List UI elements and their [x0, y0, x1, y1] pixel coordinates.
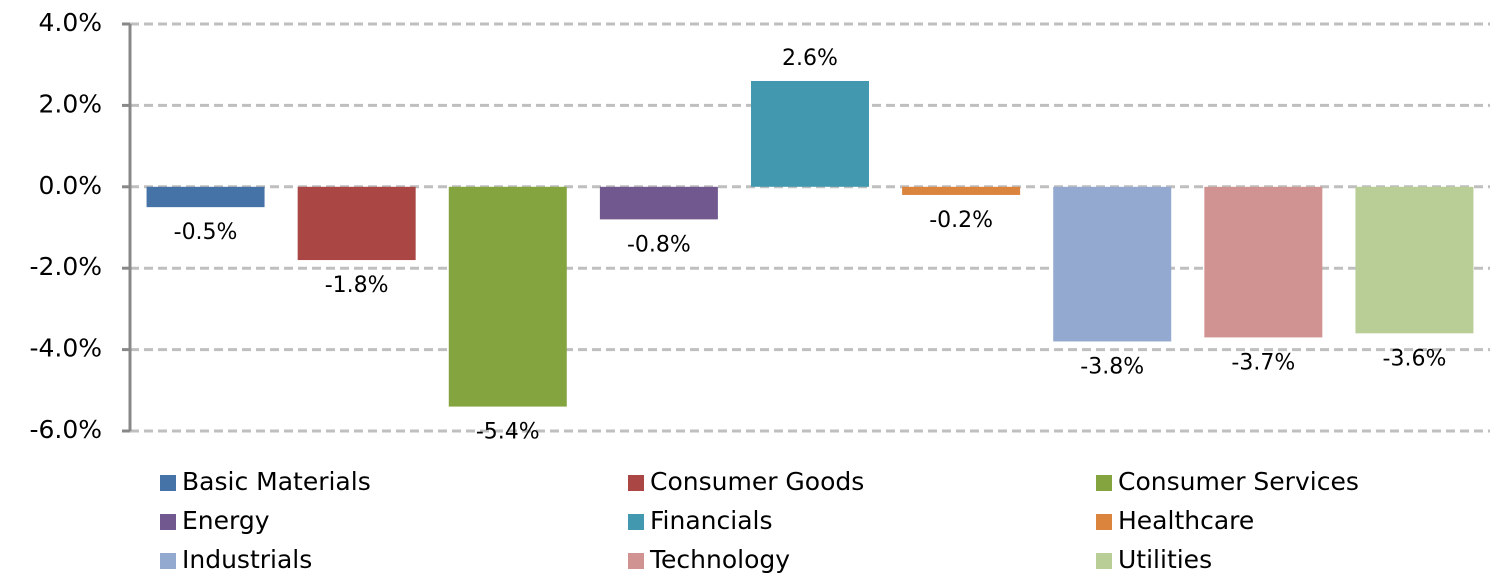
legend-label: Industrials	[182, 545, 312, 574]
bar	[297, 186, 416, 261]
legend-swatch	[160, 553, 176, 569]
legend-label: Energy	[182, 506, 270, 535]
value-label: -3.6%	[1383, 346, 1447, 371]
legend-swatch	[628, 553, 644, 569]
legend-label: Utilities	[1118, 545, 1212, 574]
value-label: -3.8%	[1080, 354, 1144, 379]
y-tick-label: -4.0%	[29, 334, 102, 363]
y-tick-label: 4.0%	[38, 8, 102, 37]
value-label: -0.5%	[174, 220, 238, 245]
y-tick-label: 2.0%	[38, 89, 102, 118]
bar	[902, 186, 1021, 195]
legend-label: Basic Materials	[182, 467, 371, 496]
legend-label: Technology	[649, 545, 790, 574]
bar	[751, 80, 869, 187]
value-label: -0.2%	[929, 208, 993, 233]
y-tick-label: 0.0%	[38, 171, 102, 200]
value-label: -3.7%	[1231, 350, 1295, 375]
legend-label: Consumer Goods	[650, 467, 864, 496]
bar	[448, 186, 567, 407]
value-label: -0.8%	[627, 232, 691, 257]
value-label: 2.6%	[782, 46, 838, 71]
legend-swatch	[1096, 514, 1112, 530]
legend-swatch	[628, 475, 644, 491]
legend-swatch	[1096, 475, 1112, 491]
bar	[146, 186, 265, 208]
bar	[1204, 186, 1323, 338]
value-label: -1.8%	[325, 273, 389, 298]
legend-label: Financials	[650, 506, 773, 535]
y-tick-label: -6.0%	[29, 415, 102, 444]
y-tick-label: -2.0%	[29, 252, 102, 281]
value-label: -5.4%	[476, 420, 540, 445]
legend-label: Consumer Services	[1118, 467, 1359, 496]
bar	[1355, 186, 1474, 334]
legend-swatch	[160, 475, 176, 491]
legend-swatch	[1096, 553, 1112, 569]
bar	[599, 186, 718, 220]
legend-swatch	[628, 514, 644, 530]
legend-swatch	[160, 514, 176, 530]
legend-label: Healthcare	[1118, 506, 1254, 535]
bar	[1053, 186, 1172, 342]
